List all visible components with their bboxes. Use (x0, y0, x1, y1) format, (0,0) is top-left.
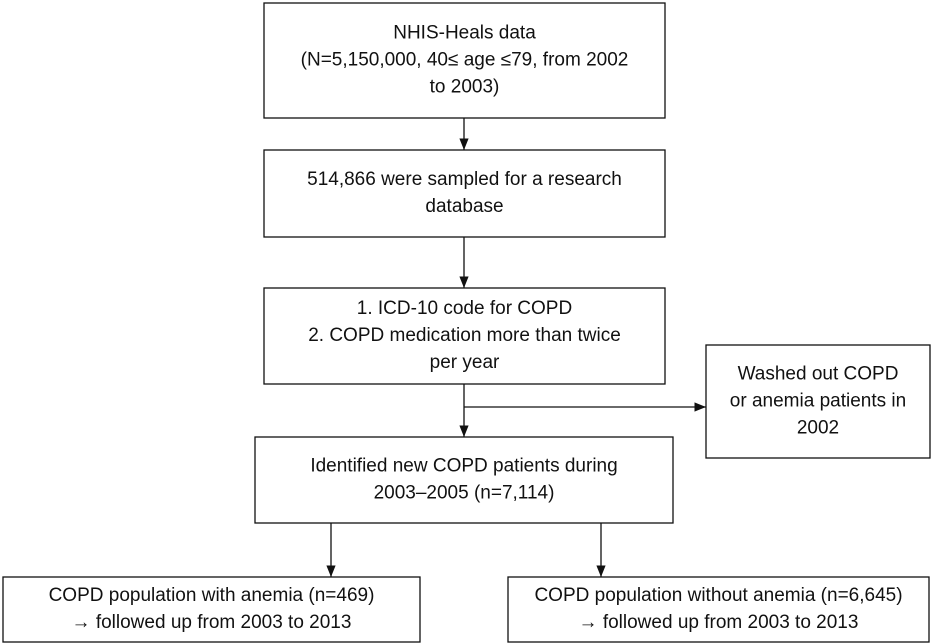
node-label: (N=5,150,000, 40≤ age ≤79, from 2002 (301, 50, 629, 71)
node-label: COPD population with anemia (n=469) (49, 585, 375, 606)
node-label: 2003–2005 (n=7,114) (374, 483, 555, 504)
node-box (263, 2, 666, 119)
node-label: 2. COPD medication more than twice (308, 325, 621, 346)
node-box (254, 436, 674, 524)
node-label: or anemia patients in (730, 391, 906, 412)
node-label: per year (430, 352, 500, 373)
node-box (2, 576, 421, 643)
node-label: 2002 (797, 418, 839, 439)
node-label: database (425, 196, 503, 217)
node-box (705, 344, 931, 459)
node-label: Identified new COPD patients during (310, 456, 617, 477)
node-label: Washed out COPD (738, 364, 899, 385)
node-box (263, 287, 666, 385)
node-label: to 2003) (430, 77, 500, 98)
node-box (507, 576, 930, 643)
node-label: NHIS-Heals data (393, 23, 536, 44)
node-label: 514,866 were sampled for a research (307, 169, 622, 190)
node-label: 1. ICD-10 code for COPD (357, 298, 572, 319)
node-box (263, 149, 666, 238)
node-label: COPD population without anemia (n=6,645) (534, 585, 902, 606)
node-label: → followed up from 2003 to 2013 (72, 612, 352, 633)
node-label: → followed up from 2003 to 2013 (579, 612, 859, 633)
